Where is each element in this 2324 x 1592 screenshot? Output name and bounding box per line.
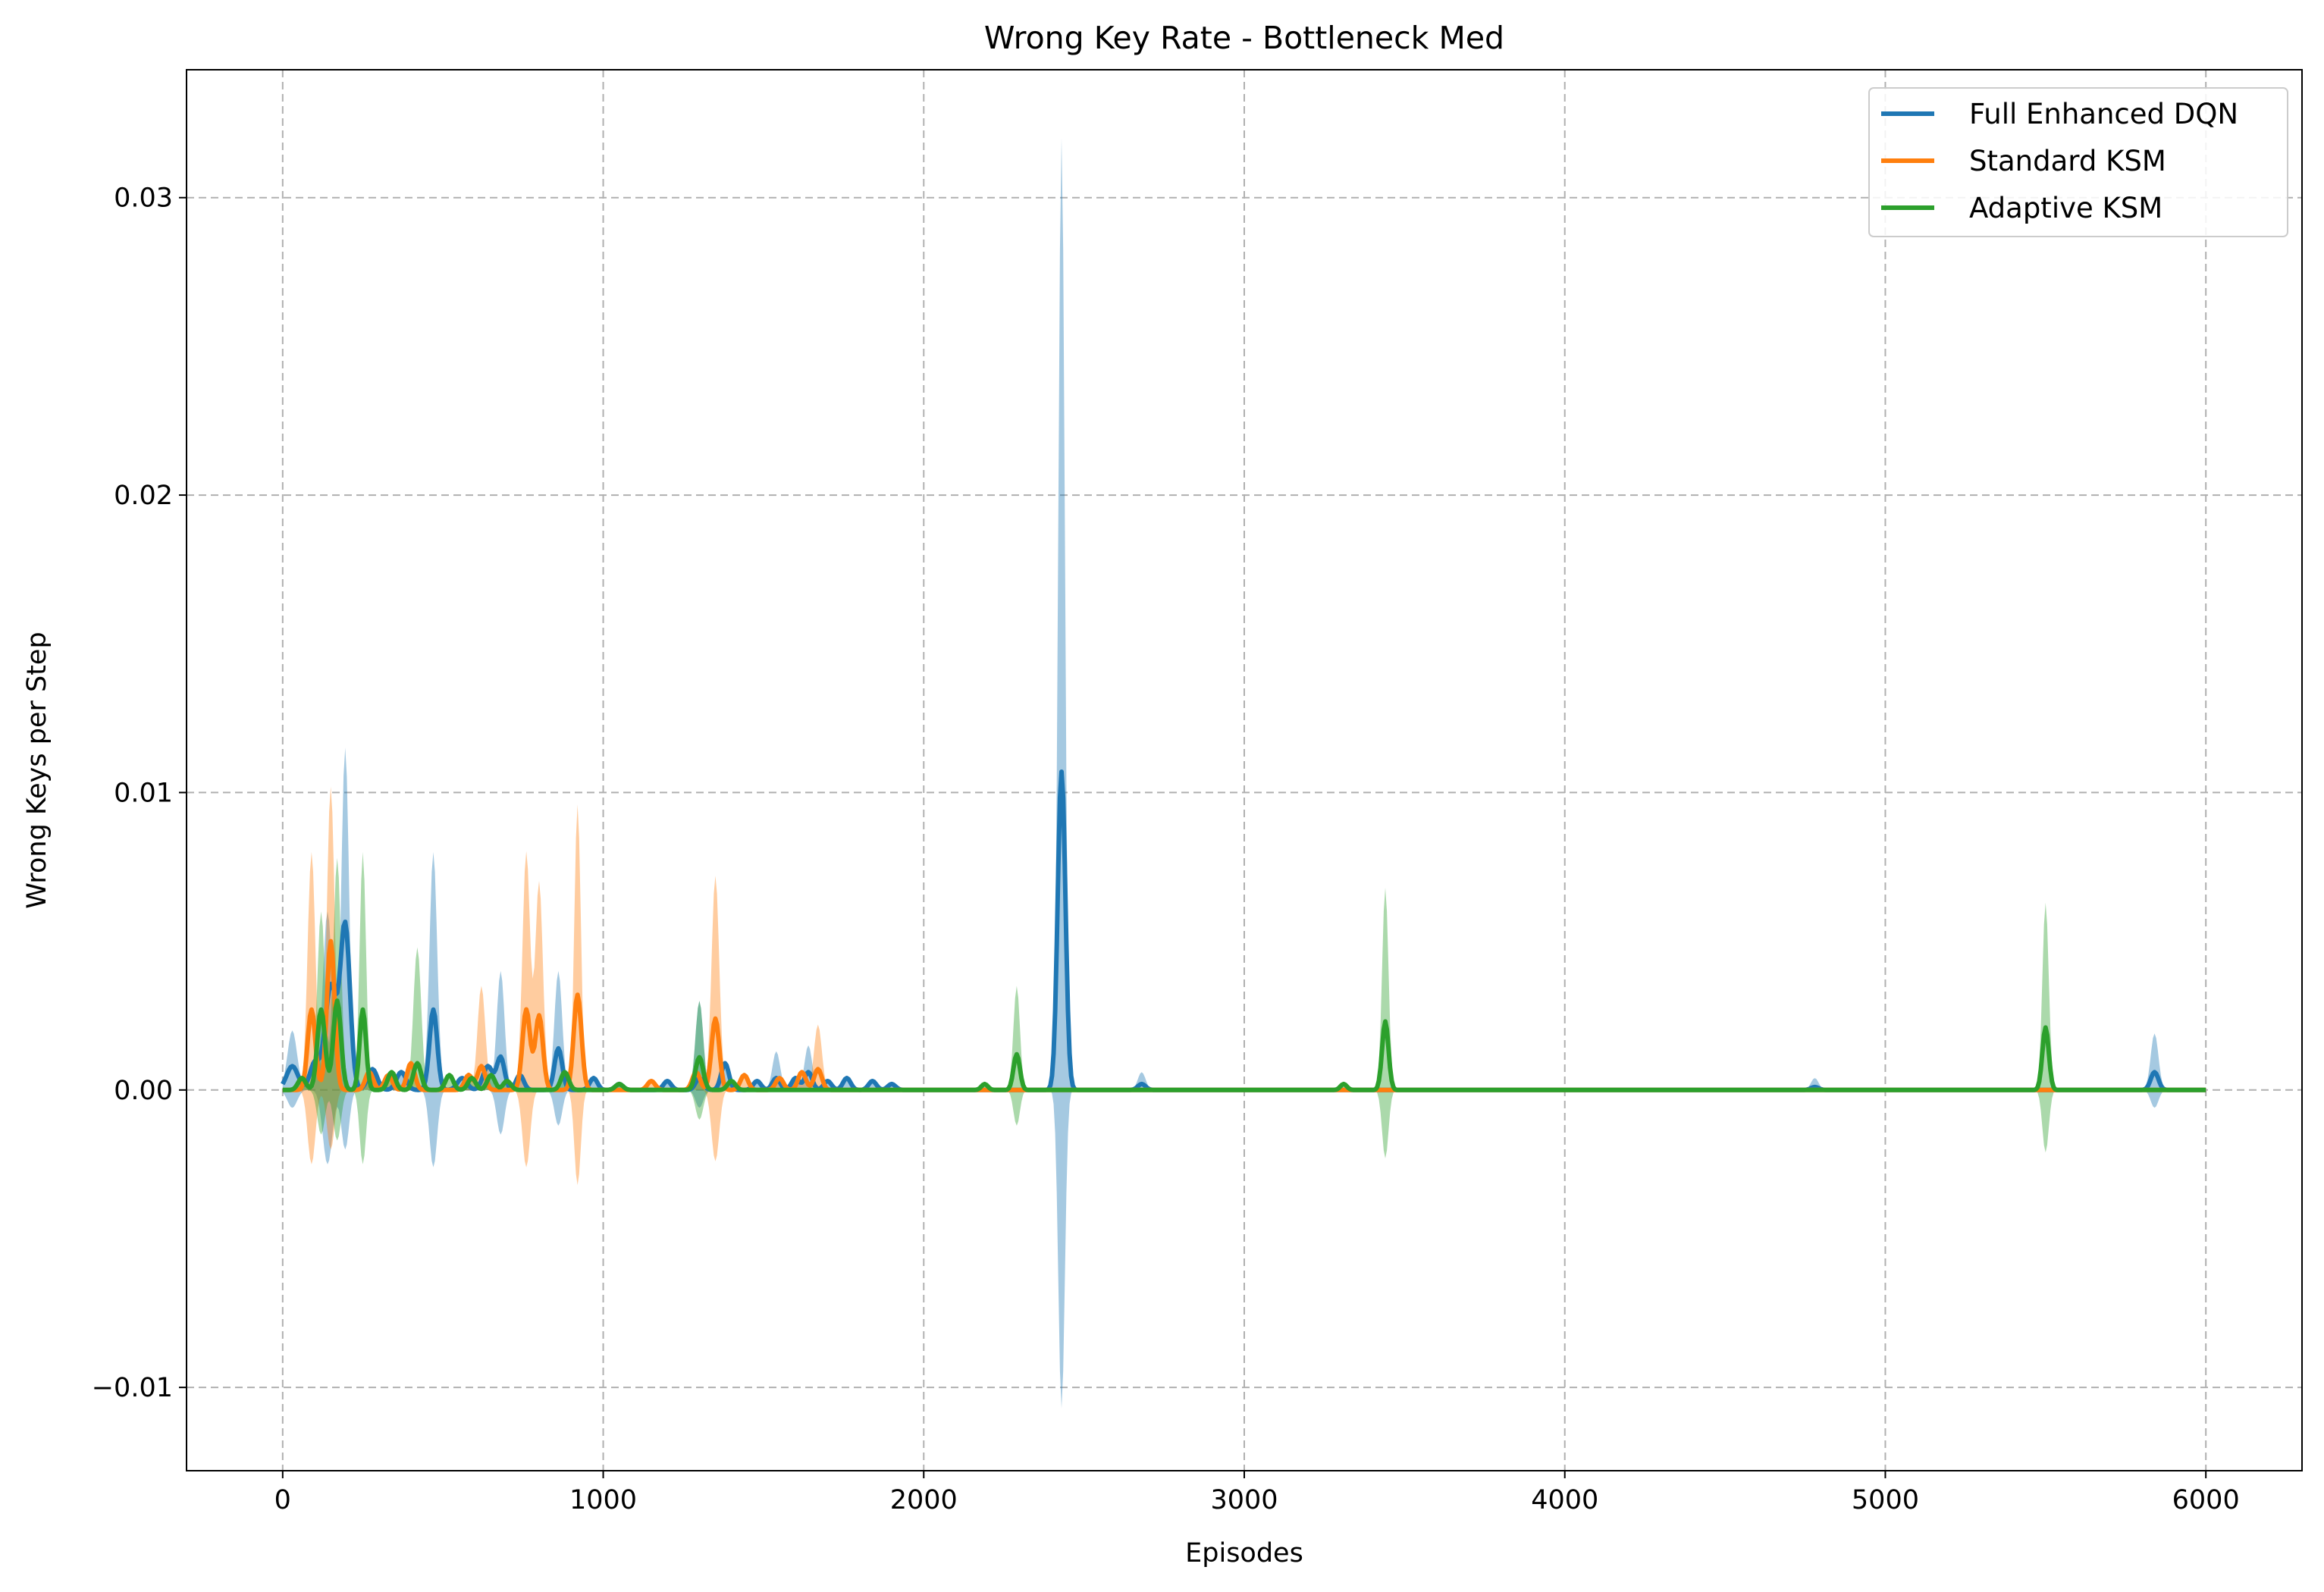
y-tick-label: 0.03 [114,183,173,214]
x-tick-label: 1000 [569,1485,637,1515]
y-tick-label: 0.02 [114,481,173,511]
y-axis-label: Wrong Keys per Step [22,631,52,908]
y-tick-label: 0.00 [114,1076,173,1106]
series-line-2 [281,998,2207,1092]
legend-label: Full Enhanced DQN [1969,98,2238,130]
series-lines [281,769,2207,1092]
chart-title: Wrong Key Rate - Bottleneck Med [984,20,1504,56]
legend-box [1868,87,2288,237]
x-tick-label: 6000 [2172,1485,2240,1515]
x-tick-label: 2000 [890,1485,958,1515]
y-tick-label: −0.01 [92,1373,173,1403]
x-tick-label: 0 [274,1485,291,1515]
x-tick-label: 5000 [1852,1485,1919,1515]
x-axis-label: Episodes [1185,1538,1303,1568]
x-tick-label: 4000 [1531,1485,1598,1515]
legend: Full Enhanced DQN Standard KSM Adaptive KS… [1868,87,2288,237]
legend-label: Adaptive KSM [1969,192,2162,224]
legend-label: Standard KSM [1969,145,2166,177]
x-tick-label: 3000 [1210,1485,1278,1515]
y-tick-label: 0.01 [114,778,173,808]
axis-ticks: 0 1000 2000 3000 4000 5000 6000 −0.01 0.00 0.01 0.… [92,183,2240,1515]
